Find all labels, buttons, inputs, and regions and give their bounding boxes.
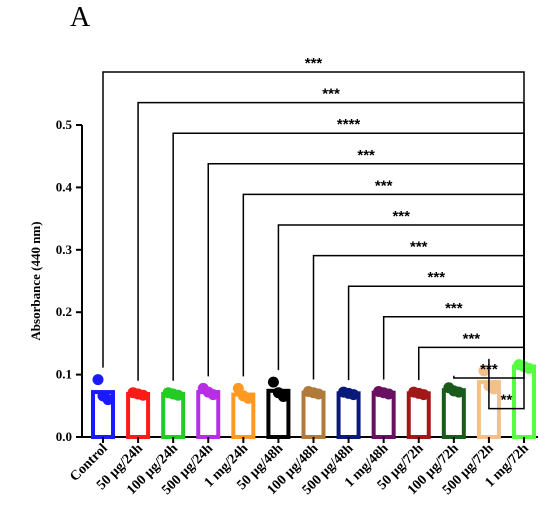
bar bbox=[406, 391, 431, 440]
bar bbox=[301, 390, 326, 440]
y-tick-label: 0.3 bbox=[56, 242, 73, 257]
y-tick-label: 0.4 bbox=[56, 179, 73, 194]
data-point bbox=[267, 376, 279, 388]
data-point bbox=[172, 389, 184, 401]
data-point bbox=[207, 389, 219, 401]
data-point bbox=[383, 388, 395, 400]
significance-label: *** bbox=[463, 330, 481, 347]
panel-label: A bbox=[70, 2, 91, 33]
bar bbox=[441, 388, 466, 440]
y-tick-label: 0.1 bbox=[56, 367, 72, 382]
significance-label: *** bbox=[305, 55, 323, 72]
data-point bbox=[488, 383, 500, 395]
bar bbox=[161, 391, 186, 439]
significance-bracket bbox=[488, 358, 525, 410]
data-point bbox=[348, 389, 360, 401]
significance-label: *** bbox=[322, 86, 340, 103]
data-point bbox=[92, 374, 104, 386]
data-point bbox=[242, 392, 254, 404]
bar bbox=[336, 391, 361, 440]
data-point bbox=[523, 362, 535, 374]
significance-label: *** bbox=[428, 269, 446, 286]
significance-label: *** bbox=[445, 300, 463, 317]
significance-bracket bbox=[277, 224, 525, 371]
significance-label: *** bbox=[410, 239, 428, 256]
y-axis-label: Absorbance (440 nm) bbox=[28, 221, 43, 340]
significance-label: *** bbox=[392, 208, 410, 225]
data-point bbox=[478, 365, 490, 377]
y-tick-label: 0.5 bbox=[56, 117, 73, 132]
data-point bbox=[418, 389, 430, 401]
significance-bracket bbox=[382, 316, 525, 380]
data-point bbox=[137, 389, 149, 401]
data-point bbox=[453, 386, 465, 398]
y-tick-label: 0.0 bbox=[56, 429, 72, 444]
bar bbox=[371, 390, 396, 440]
significance-bracket bbox=[418, 346, 525, 381]
significance-label: *** bbox=[357, 147, 375, 164]
bar bbox=[126, 391, 151, 439]
significance-label: *** bbox=[375, 177, 393, 194]
y-tick-label: 0.2 bbox=[56, 304, 72, 319]
significance-label: ** bbox=[501, 392, 513, 409]
data-point bbox=[313, 388, 324, 400]
data-point bbox=[277, 390, 289, 402]
significance-label: **** bbox=[337, 116, 361, 133]
data-point bbox=[102, 394, 114, 406]
significance-bracket bbox=[347, 285, 525, 381]
